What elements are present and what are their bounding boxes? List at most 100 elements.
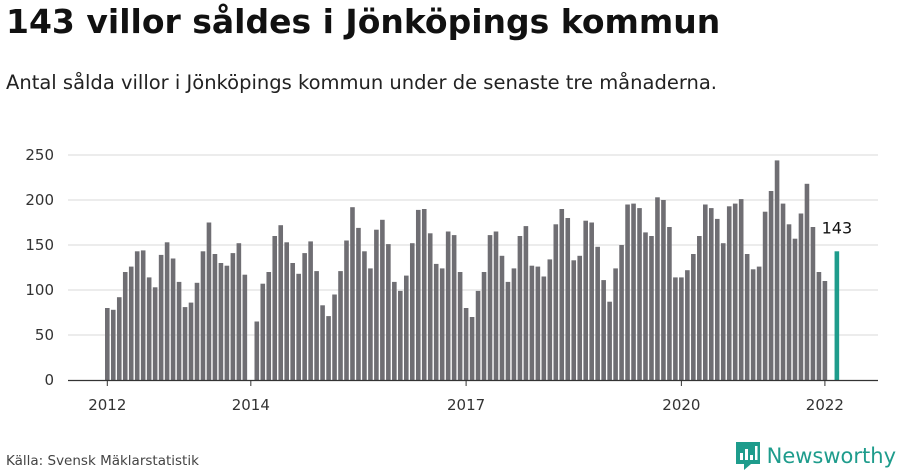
bar bbox=[762, 211, 768, 380]
bar bbox=[146, 277, 152, 380]
bar bbox=[386, 244, 391, 380]
y-tick-label: 50 bbox=[35, 326, 54, 344]
bar bbox=[314, 271, 319, 380]
bar bbox=[445, 231, 451, 380]
y-tick-label: 200 bbox=[25, 191, 54, 209]
y-tick-label: 100 bbox=[25, 281, 54, 299]
bar bbox=[559, 209, 565, 380]
bar bbox=[768, 191, 774, 380]
bar bbox=[511, 268, 517, 380]
bar bbox=[404, 275, 409, 380]
bar bbox=[786, 224, 792, 380]
bar bbox=[571, 260, 577, 380]
bar bbox=[164, 242, 170, 380]
bar bbox=[409, 243, 415, 380]
bar bbox=[350, 207, 355, 380]
bar bbox=[589, 222, 594, 380]
bar bbox=[212, 254, 218, 380]
bar bbox=[583, 220, 588, 380]
y-axis-ticks: 0 50 100 150 200 250 bbox=[25, 146, 54, 389]
newsworthy-logo-icon bbox=[735, 442, 760, 470]
bar bbox=[535, 266, 541, 380]
bar bbox=[631, 203, 636, 380]
bar bbox=[613, 268, 618, 380]
bar bbox=[451, 235, 457, 380]
bar bbox=[810, 227, 816, 380]
bar bbox=[505, 281, 511, 380]
bar bbox=[619, 245, 624, 380]
bar bbox=[236, 243, 242, 380]
bar bbox=[685, 270, 690, 380]
bar bbox=[667, 227, 672, 380]
bar bbox=[816, 272, 822, 380]
bar bbox=[822, 281, 828, 380]
bar bbox=[152, 287, 158, 380]
bar bbox=[439, 268, 445, 380]
bar bbox=[499, 255, 505, 380]
bar bbox=[272, 236, 278, 380]
bar bbox=[398, 290, 403, 380]
bar bbox=[140, 250, 146, 380]
bar bbox=[242, 274, 248, 380]
bar bbox=[792, 238, 798, 380]
brand-name: Newsworthy bbox=[766, 444, 896, 468]
bar bbox=[691, 254, 696, 380]
bar bbox=[541, 276, 547, 380]
bar bbox=[517, 236, 523, 380]
bar bbox=[368, 268, 373, 380]
brand-logo[interactable]: Newsworthy bbox=[735, 440, 896, 472]
bar bbox=[756, 266, 762, 380]
bar bbox=[218, 263, 224, 380]
bar bbox=[732, 203, 738, 380]
bar bbox=[290, 263, 295, 380]
bar bbox=[523, 226, 529, 380]
x-tick-label: 2014 bbox=[232, 396, 270, 414]
bar bbox=[200, 251, 206, 380]
bar bbox=[547, 259, 553, 380]
bar bbox=[380, 219, 385, 380]
bar bbox=[726, 206, 732, 380]
bar bbox=[427, 233, 433, 380]
bar bbox=[595, 246, 600, 380]
bar bbox=[182, 307, 188, 380]
source-note: Källa: Svensk Mäklarstatistik bbox=[6, 453, 199, 469]
bar bbox=[601, 280, 606, 380]
bars bbox=[105, 160, 840, 380]
bar bbox=[116, 297, 122, 380]
bar bbox=[607, 301, 612, 380]
bar bbox=[655, 197, 660, 380]
bar bbox=[661, 200, 666, 380]
bar bbox=[344, 240, 349, 380]
bar bbox=[134, 251, 140, 380]
y-tick-label: 0 bbox=[44, 371, 54, 389]
bar bbox=[720, 243, 726, 380]
bar bbox=[374, 229, 379, 380]
bar bbox=[774, 160, 780, 380]
y-tick-label: 150 bbox=[25, 236, 54, 254]
bar bbox=[194, 282, 200, 380]
bar bbox=[475, 290, 481, 380]
bar bbox=[798, 213, 804, 380]
bar bbox=[553, 224, 559, 380]
bar bbox=[649, 236, 654, 380]
bar bbox=[122, 272, 128, 380]
bar bbox=[469, 317, 475, 380]
bar bbox=[230, 253, 236, 380]
bar bbox=[780, 203, 786, 380]
bar bbox=[296, 273, 301, 380]
bar bbox=[362, 251, 367, 380]
bar bbox=[577, 255, 583, 380]
bar bbox=[302, 253, 307, 380]
x-tick-label: 2022 bbox=[806, 396, 844, 414]
bar bbox=[356, 227, 361, 380]
bar bbox=[714, 218, 720, 380]
bar bbox=[744, 254, 750, 380]
bar bbox=[463, 308, 469, 380]
bar bbox=[415, 209, 421, 380]
bar bbox=[110, 309, 116, 380]
bar bbox=[105, 308, 110, 380]
bar bbox=[176, 281, 182, 380]
x-tick-label: 2012 bbox=[88, 396, 126, 414]
bar bbox=[481, 272, 487, 380]
bar bbox=[679, 277, 684, 380]
